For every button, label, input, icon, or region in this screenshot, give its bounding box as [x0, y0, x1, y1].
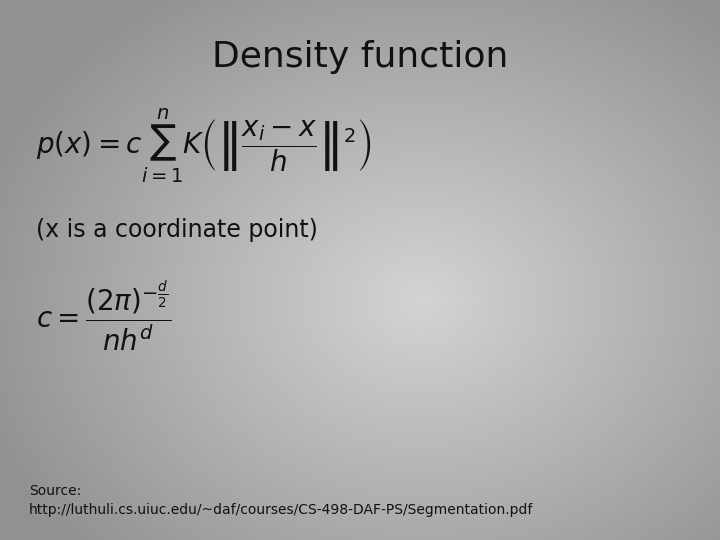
Text: (x is a coordinate point): (x is a coordinate point)	[36, 218, 318, 241]
Text: $c = \dfrac{(2\pi)^{-\frac{d}{2}}}{nh^d}$: $c = \dfrac{(2\pi)^{-\frac{d}{2}}}{nh^d}…	[36, 279, 172, 353]
Text: http://luthuli.cs.uiuc.edu/~daf/courses/CS-498-DAF-PS/Segmentation.pdf: http://luthuli.cs.uiuc.edu/~daf/courses/…	[29, 503, 534, 517]
Text: $p(x) = c \sum_{i=1}^{n} K \left( \left\| \dfrac{x_i - x}{h} \right\|^2 \right)$: $p(x) = c \sum_{i=1}^{n} K \left( \left\…	[36, 107, 372, 185]
Text: Source:: Source:	[29, 484, 81, 498]
Text: Density function: Density function	[212, 40, 508, 73]
